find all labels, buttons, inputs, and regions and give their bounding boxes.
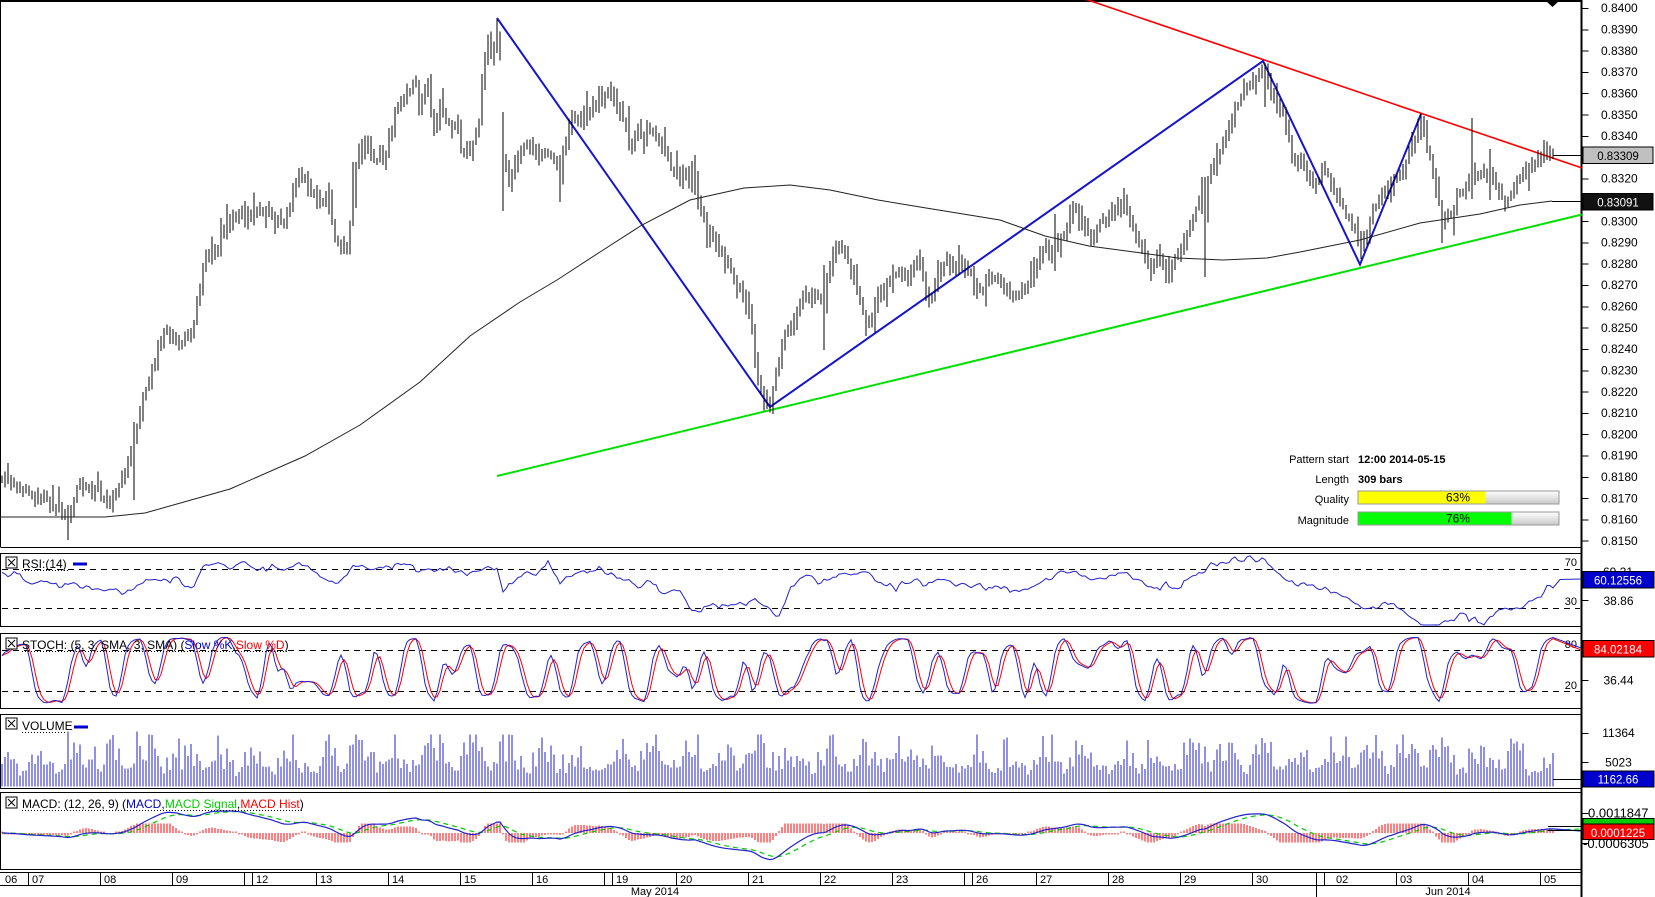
svg-text:0.8190: 0.8190 bbox=[1601, 449, 1638, 463]
svg-text:0.8270: 0.8270 bbox=[1601, 278, 1638, 292]
svg-text:11364: 11364 bbox=[1602, 726, 1635, 740]
svg-text:Slow %D: Slow %D bbox=[236, 638, 285, 652]
svg-text:0.8150: 0.8150 bbox=[1601, 534, 1638, 548]
svg-text:21: 21 bbox=[752, 874, 764, 886]
svg-text:12:00 2014-05-15: 12:00 2014-05-15 bbox=[1358, 454, 1445, 466]
svg-text:13: 13 bbox=[320, 874, 332, 886]
svg-text:20: 20 bbox=[1565, 680, 1577, 692]
svg-text:02: 02 bbox=[1336, 874, 1348, 886]
svg-text:80: 80 bbox=[1565, 639, 1577, 651]
svg-text:26: 26 bbox=[976, 874, 988, 886]
svg-text:STOCH: (5, 3, SMA, 3, SMA) (: STOCH: (5, 3, SMA, 3, SMA) ( bbox=[22, 638, 184, 652]
svg-text:): ) bbox=[285, 638, 289, 652]
svg-text:MACD Hist: MACD Hist bbox=[240, 797, 300, 811]
svg-text:22: 22 bbox=[824, 874, 836, 886]
svg-text:0.8370: 0.8370 bbox=[1601, 65, 1638, 79]
svg-text:60.12556: 60.12556 bbox=[1594, 576, 1642, 588]
svg-text:Length: Length bbox=[1315, 474, 1349, 486]
svg-text:0.0001225: 0.0001225 bbox=[1591, 828, 1645, 840]
svg-text:07: 07 bbox=[32, 874, 44, 886]
svg-text:0.8180: 0.8180 bbox=[1601, 470, 1638, 484]
svg-text:29: 29 bbox=[1184, 874, 1196, 886]
svg-text:MACD: MACD bbox=[126, 797, 162, 811]
svg-text:06: 06 bbox=[5, 874, 17, 886]
svg-text:03: 03 bbox=[1400, 874, 1412, 886]
svg-text:0.8230: 0.8230 bbox=[1601, 364, 1638, 378]
svg-text:28: 28 bbox=[1112, 874, 1124, 886]
svg-text:0.8400: 0.8400 bbox=[1601, 1, 1638, 15]
svg-text:MACD Signal: MACD Signal bbox=[165, 797, 237, 811]
svg-text:0.8260: 0.8260 bbox=[1601, 300, 1638, 314]
svg-text:0.8200: 0.8200 bbox=[1601, 427, 1638, 441]
svg-text:19: 19 bbox=[616, 874, 628, 886]
svg-text:63%: 63% bbox=[1446, 491, 1470, 505]
svg-text:Magnitude: Magnitude bbox=[1298, 515, 1349, 527]
svg-text:05: 05 bbox=[1544, 874, 1556, 886]
svg-text:84.02184: 84.02184 bbox=[1594, 645, 1643, 657]
svg-text:): ) bbox=[300, 797, 304, 811]
svg-text:0.8360: 0.8360 bbox=[1601, 86, 1638, 100]
svg-text:0.8340: 0.8340 bbox=[1601, 129, 1638, 143]
svg-text:0.8280: 0.8280 bbox=[1601, 257, 1638, 271]
svg-text:15: 15 bbox=[464, 874, 476, 886]
svg-text:23: 23 bbox=[896, 874, 908, 886]
svg-text:0.8300: 0.8300 bbox=[1601, 214, 1638, 228]
svg-text:-0.0006305: -0.0006305 bbox=[1583, 836, 1649, 851]
svg-text:0.8320: 0.8320 bbox=[1601, 172, 1638, 186]
svg-text:0.8210: 0.8210 bbox=[1601, 406, 1638, 420]
svg-text:MACD: (12, 26, 9) (: MACD: (12, 26, 9) ( bbox=[22, 797, 126, 811]
svg-text:16: 16 bbox=[536, 874, 548, 886]
svg-text:08: 08 bbox=[104, 874, 116, 886]
svg-text:,: , bbox=[237, 797, 240, 811]
svg-text:Jun 2014: Jun 2014 bbox=[1425, 886, 1470, 897]
svg-text:0.83309: 0.83309 bbox=[1597, 151, 1639, 163]
svg-text:RSI:(14): RSI:(14) bbox=[22, 557, 67, 571]
svg-text:0.83091: 0.83091 bbox=[1597, 198, 1639, 210]
svg-text:0.8160: 0.8160 bbox=[1601, 513, 1638, 527]
svg-text:27: 27 bbox=[1040, 874, 1052, 886]
svg-text:Pattern start: Pattern start bbox=[1289, 454, 1349, 466]
svg-text:04: 04 bbox=[1472, 874, 1484, 886]
svg-text:,: , bbox=[161, 797, 164, 811]
svg-text:38.86: 38.86 bbox=[1603, 594, 1633, 608]
svg-text:12: 12 bbox=[256, 874, 268, 886]
svg-text:70: 70 bbox=[1565, 557, 1577, 569]
svg-text:Quality: Quality bbox=[1315, 494, 1350, 506]
svg-text:0.8390: 0.8390 bbox=[1601, 23, 1638, 37]
svg-text:36.44: 36.44 bbox=[1603, 674, 1633, 688]
svg-text:30: 30 bbox=[1256, 874, 1268, 886]
svg-text:5023: 5023 bbox=[1605, 756, 1632, 770]
svg-text:0.8170: 0.8170 bbox=[1601, 491, 1638, 505]
svg-text:09: 09 bbox=[176, 874, 188, 886]
svg-text:May 2014: May 2014 bbox=[631, 886, 679, 897]
svg-text:1162.66: 1162.66 bbox=[1598, 775, 1639, 787]
svg-text:0.0011847: 0.0011847 bbox=[1588, 806, 1649, 821]
svg-text:0.8350: 0.8350 bbox=[1601, 108, 1638, 122]
svg-text:30: 30 bbox=[1565, 596, 1577, 608]
svg-text:14: 14 bbox=[392, 874, 404, 886]
svg-text:VOLUME: VOLUME bbox=[22, 719, 73, 733]
svg-text:Slow %K: Slow %K bbox=[184, 638, 232, 652]
svg-text:0.8240: 0.8240 bbox=[1601, 342, 1638, 356]
svg-text:76%: 76% bbox=[1446, 512, 1470, 526]
svg-text:0.8220: 0.8220 bbox=[1601, 385, 1638, 399]
svg-text:20: 20 bbox=[680, 874, 692, 886]
svg-text:0.8250: 0.8250 bbox=[1601, 321, 1638, 335]
svg-text:0.8380: 0.8380 bbox=[1601, 44, 1638, 58]
svg-text:309 bars: 309 bars bbox=[1358, 474, 1403, 486]
svg-text:,: , bbox=[232, 638, 235, 652]
svg-text:0.8290: 0.8290 bbox=[1601, 236, 1638, 250]
